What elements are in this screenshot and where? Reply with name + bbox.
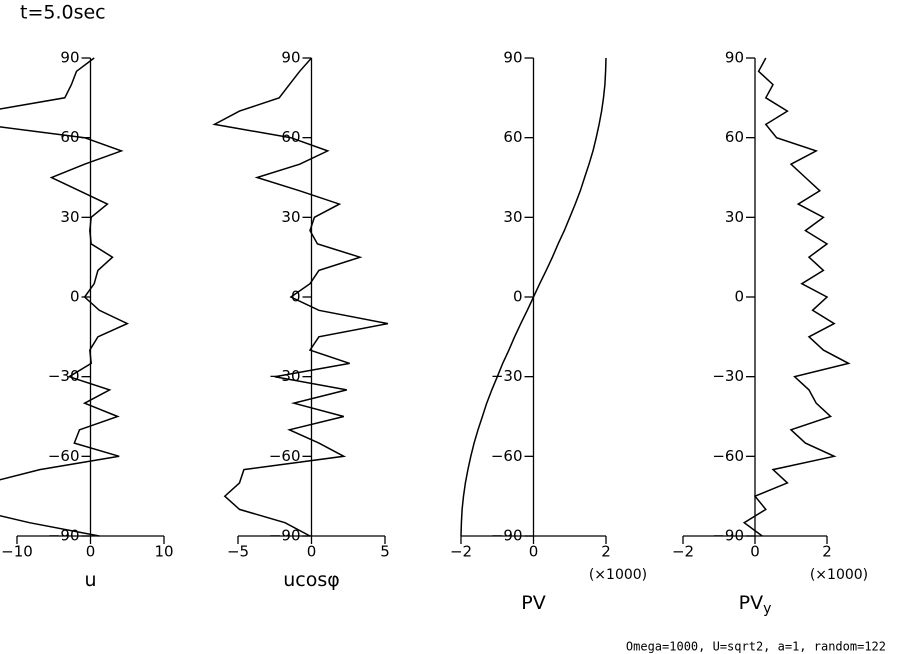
x-tick-label: 2 <box>822 543 832 561</box>
x-tick-label: 0 <box>750 543 760 561</box>
x-tick-label: −5 <box>227 543 249 561</box>
x-axis-label-main: u <box>84 569 96 591</box>
profile-line <box>742 57 851 537</box>
y-tick-label: 60 <box>725 128 744 146</box>
y-tick-label: 60 <box>503 128 522 146</box>
footer: Omega=1000, U=sqrt2, a=1, random=122 <box>626 640 886 654</box>
y-tick-label: 30 <box>503 208 522 226</box>
y-tick-label: −90 <box>491 527 523 545</box>
title: t=5.0sec <box>20 2 106 24</box>
y-tick-label: −60 <box>712 447 744 465</box>
x-axis-label-main: PV <box>521 592 545 614</box>
y-tick-label: 30 <box>725 208 744 226</box>
scale-note: (×1000) <box>589 567 647 583</box>
x-tick-label: −10 <box>1 543 33 561</box>
x-tick-label: 2 <box>601 543 611 561</box>
y-tick-label: −60 <box>491 447 523 465</box>
y-tick-label: −30 <box>48 367 80 385</box>
x-tick-label: −2 <box>672 543 694 561</box>
y-tick-label: 90 <box>503 49 522 67</box>
y-tick-label: 90 <box>725 49 744 67</box>
scale-note: (×1000) <box>810 567 868 583</box>
y-tick-label: 0 <box>513 288 523 306</box>
y-tick-label: 0 <box>70 288 80 306</box>
y-tick-label: 30 <box>60 208 79 226</box>
x-axis-label-main: PV <box>739 592 763 614</box>
x-tick-label: 5 <box>380 543 390 561</box>
x-axis-label-sub: y <box>763 601 771 617</box>
y-tick-label: −60 <box>269 447 301 465</box>
x-axis-label: PVy <box>739 592 772 618</box>
x-axis-label: ucosφ <box>283 569 340 591</box>
y-tick-label: −90 <box>269 527 301 545</box>
y-tick-label: 0 <box>291 288 301 306</box>
y-tick-label: 90 <box>60 49 79 67</box>
x-tick-label: 0 <box>86 543 96 561</box>
x-tick-label: 0 <box>529 543 539 561</box>
profile-line <box>460 57 607 537</box>
x-axis-label: u <box>84 569 96 591</box>
x-tick-label: 0 <box>307 543 317 561</box>
y-tick-label: −60 <box>48 447 80 465</box>
x-tick-label: 10 <box>154 543 173 561</box>
y-tick-label: −30 <box>712 367 744 385</box>
profile-line <box>212 57 389 537</box>
profile-line <box>0 57 130 537</box>
y-tick-label: −30 <box>269 367 301 385</box>
y-tick-label: −90 <box>712 527 744 545</box>
y-tick-label: 60 <box>60 128 79 146</box>
x-axis-label-main: ucosφ <box>283 569 340 591</box>
y-tick-label: 90 <box>281 49 300 67</box>
x-tick-label: −2 <box>450 543 472 561</box>
x-axis-label: PV <box>521 592 545 614</box>
y-tick-label: 0 <box>734 288 744 306</box>
y-tick-label: 30 <box>281 208 300 226</box>
